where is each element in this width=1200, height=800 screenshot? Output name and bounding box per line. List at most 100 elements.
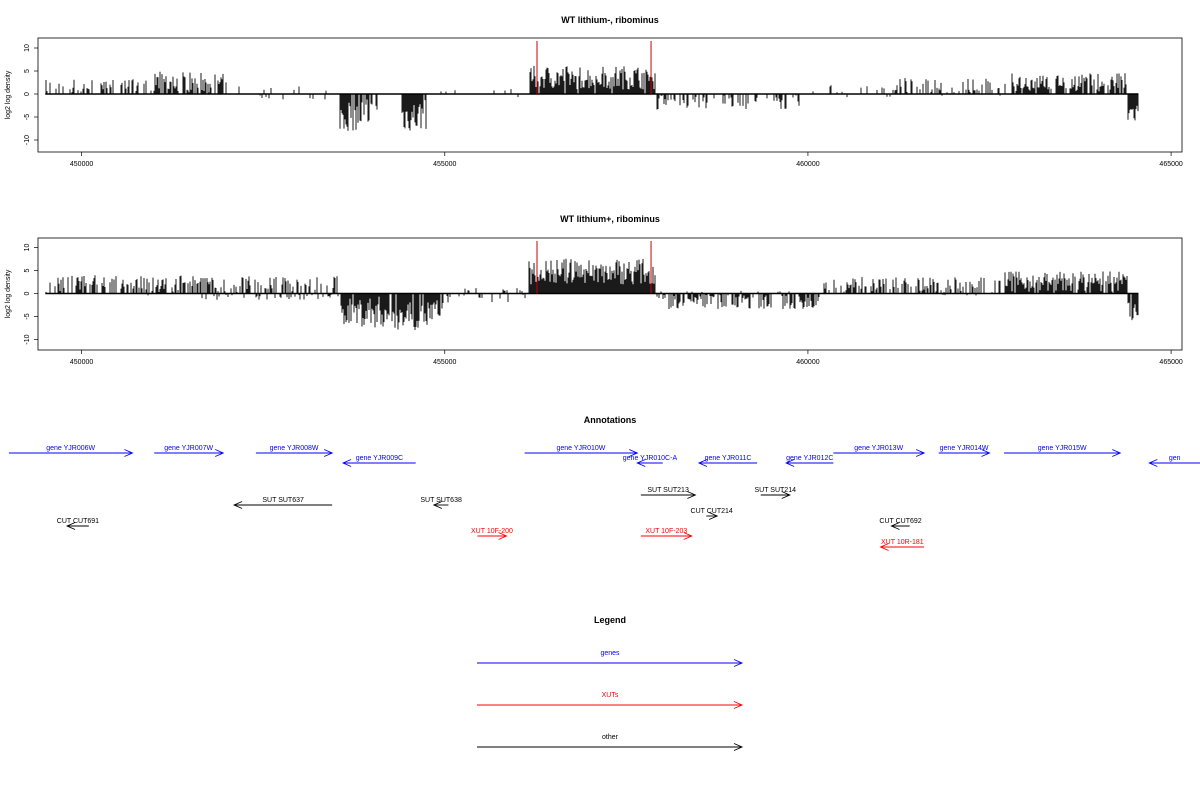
x-tick-label: 460000 [796, 161, 819, 168]
x-tick-label: 465000 [1159, 359, 1182, 366]
annotation-feature: XUT 10F-203 [640, 528, 693, 540]
y-axis: 10 5 0 -5 -10 [24, 44, 38, 145]
x-tick-label: 455000 [433, 359, 456, 366]
feature-label: gene YJR012C [786, 455, 833, 462]
annotation-feature: gene YJR012C [785, 455, 833, 467]
feature-label: CUT CUT692 [879, 518, 921, 525]
panel-title: WT lithium-, ribominus [561, 15, 659, 25]
annotation-feature: gene YJR008W [255, 445, 334, 457]
feature-arrowhead [697, 459, 708, 467]
y-tick-label: 0 [24, 92, 31, 96]
feature-label: gene YJR015W [1038, 445, 1087, 452]
feature-label: SUT SUT214 [754, 487, 796, 494]
feature-arrowhead [341, 459, 352, 467]
feature-label: gene YJR011C [705, 455, 752, 462]
legend-item: genes [477, 650, 744, 667]
coverage-bars [45, 258, 1139, 331]
legend-label: genes [600, 650, 620, 657]
annotation-track: Annotations gene YJR006W gene YJR007W gene… [8, 415, 1200, 551]
feature-label: gene YJR006W [46, 445, 95, 452]
legend-items: genes XUTs other [477, 650, 744, 751]
feature-label: XUT 10R-181 [881, 539, 924, 546]
annotation-feature: gen [1148, 455, 1200, 467]
feature-label: gene YJR013W [854, 445, 903, 452]
feature-arrowhead [323, 449, 334, 457]
annotation-feature: SUT SUT638 [420, 497, 462, 509]
annotation-feature: gene YJR013W [833, 445, 926, 457]
feature-label: gene YJR009C [356, 455, 403, 462]
feature-arrowhead [232, 501, 243, 509]
annotation-feature: CUT CUT691 [57, 518, 99, 530]
x-axis: 450000 455000 460000 465000 [70, 152, 1183, 168]
feature-arrowhead [1148, 459, 1158, 467]
panel-title: WT lithium+, ribominus [560, 214, 660, 224]
feature-arrowhead [981, 449, 991, 457]
annotation-feature: gene YJR010W [524, 445, 639, 457]
legend-label: other [602, 734, 619, 741]
y-tick-label: -5 [24, 313, 31, 319]
coverage-panel-lithium-minus: WT lithium-, ribominus log2 log density … [5, 15, 1183, 168]
y-axis-label: log2 log density [5, 269, 12, 318]
annotation-feature: CUT CUT692 [879, 518, 922, 530]
annotation-feature: gene YJR009C [341, 455, 416, 467]
feature-label: gene YJR010C-A [623, 455, 678, 462]
feature-arrowhead [629, 449, 639, 457]
feature-arrowhead [124, 449, 134, 457]
annotations-title: Annotations [584, 415, 637, 425]
feature-label: gene YJR008W [270, 445, 319, 452]
feature-label: CUT CUT214 [691, 508, 733, 515]
annotation-feature: gene YJR006W [8, 445, 134, 457]
annotation-features: gene YJR006W gene YJR007W gene YJR008W gene… [8, 445, 1200, 551]
y-tick-label: -5 [24, 114, 31, 120]
feature-arrowhead [636, 459, 646, 467]
feature-label: SUT SUT213 [647, 487, 689, 494]
annotation-feature: gene YJR015W [1004, 445, 1122, 457]
x-axis: 450000 455000 460000 465000 [70, 350, 1183, 366]
feature-label: gene YJR007W [164, 445, 213, 452]
y-tick-label: -10 [24, 334, 31, 344]
feature-label: SUT SUT637 [262, 497, 304, 504]
coverage-bars [45, 65, 1139, 131]
annotation-feature: gene YJR011C [697, 455, 758, 467]
annotation-feature: SUT SUT214 [754, 487, 796, 499]
feature-label: SUT SUT638 [420, 497, 462, 504]
x-tick-label: 465000 [1159, 161, 1182, 168]
legend: Legend genes XUTs other [477, 615, 744, 751]
feature-arrowhead [1112, 449, 1122, 457]
y-axis-label: log2 log density [5, 70, 12, 119]
feature-arrowhead [687, 491, 697, 499]
feature-label: XUT 10F-200 [471, 528, 513, 535]
legend-item: other [477, 734, 744, 751]
boundary-lines [536, 41, 652, 94]
annotation-feature: gene YJR007W [154, 445, 225, 457]
plot-frame [37, 37, 1183, 153]
feature-label: gene YJR014W [940, 445, 989, 452]
annotation-feature: SUT SUT213 [640, 487, 697, 499]
y-tick-label: 10 [24, 44, 31, 52]
boundary-lines [536, 241, 652, 294]
legend-arrowhead [733, 701, 744, 709]
annotation-feature: XUT 10R-181 [879, 539, 925, 551]
feature-arrowhead [879, 543, 889, 551]
y-tick-label: 5 [24, 69, 31, 73]
plot-frame [37, 237, 1183, 351]
feature-label: gene YJR010W [556, 445, 605, 452]
annotation-feature: CUT CUT214 [691, 508, 733, 520]
feature-arrowhead [781, 491, 791, 499]
feature-arrowhead [785, 459, 795, 467]
feature-arrowhead [683, 532, 693, 540]
legend-label: XUTs [602, 692, 619, 699]
feature-arrowhead [890, 522, 900, 530]
coverage-panel-lithium-plus: WT lithium+, ribominus log2 log density … [5, 214, 1183, 366]
y-tick-label: -10 [24, 135, 31, 145]
annotation-feature: SUT SUT637 [232, 497, 333, 509]
feature-label: XUT 10F-203 [645, 528, 687, 535]
legend-arrowhead [733, 659, 744, 667]
feature-arrowhead [432, 501, 443, 509]
feature-label: CUT CUT691 [57, 518, 99, 525]
x-tick-label: 450000 [70, 161, 93, 168]
feature-arrowhead [65, 522, 76, 530]
annotation-feature: gene YJR014W [938, 445, 991, 457]
legend-item: XUTs [477, 692, 744, 709]
